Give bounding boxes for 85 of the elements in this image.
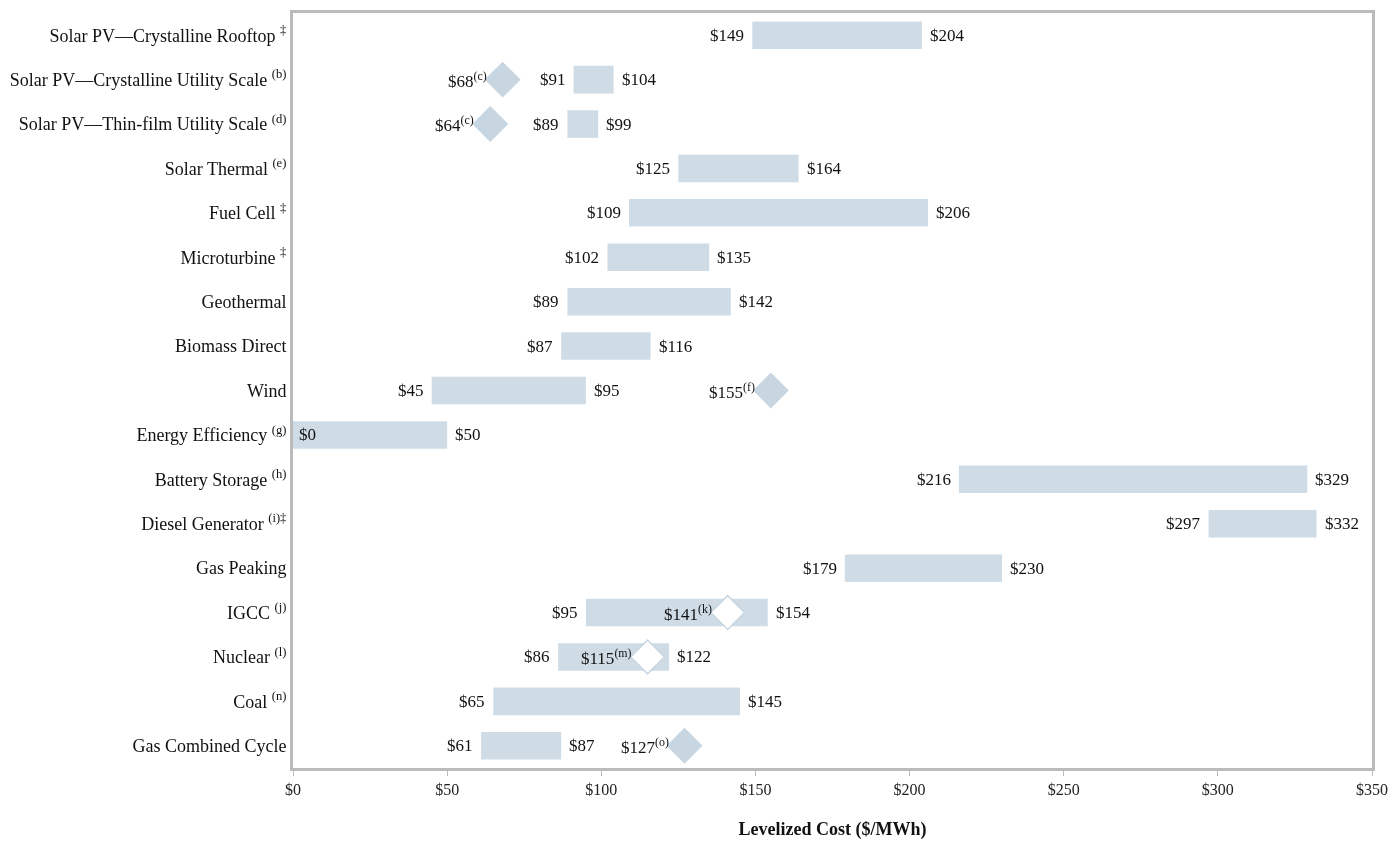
bar [567, 110, 599, 138]
annotation: $125 [636, 159, 670, 178]
annotation: $87 [569, 736, 595, 755]
annotation: $45 [398, 381, 424, 400]
y-tick-label: Gas Peaking [195, 558, 287, 579]
annotation: $99 [606, 115, 632, 134]
bar [293, 421, 448, 449]
annotation: $149 [710, 26, 744, 45]
annotation: $95 [594, 381, 620, 400]
annotation: $0 [299, 425, 316, 444]
y-tick-label: Wind [247, 380, 287, 401]
point [629, 639, 666, 675]
point [472, 106, 508, 142]
annotation: $115$^{(m)}$ [581, 646, 632, 669]
annotation: $91 [540, 70, 566, 89]
x-tick-label: $150 [739, 781, 772, 799]
bar [607, 243, 710, 272]
annotation: $68$^{(c)}$ [448, 69, 487, 92]
annotation: $122 [677, 647, 711, 666]
bar [431, 376, 586, 405]
y-tick-label: Energy Efficiency $^{(g)}$ [136, 422, 287, 446]
x-tick-label: $50 [435, 781, 460, 799]
y-tick-label: Gas Combined Cycle [132, 736, 287, 757]
bar [561, 332, 651, 360]
annotation: $179 [803, 559, 837, 578]
annotation: $109 [587, 203, 621, 222]
annotation: $95 [552, 603, 578, 622]
y-tick-label: Diesel Generator $^{(i)‡}$ [141, 511, 287, 535]
bar [752, 21, 922, 49]
annotation: $154 [776, 603, 811, 622]
annotation: $61 [447, 736, 473, 755]
x-tick-label: $0 [285, 781, 301, 799]
annotation: $135 [717, 248, 751, 267]
bar [493, 687, 741, 716]
x-tick-label: $100 [585, 781, 618, 799]
y-tick-label: IGCC $^{(j)}$ [226, 600, 287, 623]
y-tick-label: Battery Storage $^{(h)}$ [154, 467, 287, 490]
annotation: $230 [1010, 559, 1044, 578]
y-tick-label: Nuclear $^{(l)}$ [213, 644, 287, 668]
y-tick-label: Geothermal [201, 291, 287, 312]
annotation: $145 [748, 692, 782, 711]
y-tick-label: Solar PV—Crystalline Utility Scale $^{(b)}$ [9, 67, 287, 90]
point [710, 594, 746, 631]
annotation: $102 [565, 248, 599, 267]
bar [958, 465, 1308, 494]
bar [573, 65, 614, 94]
annotation: $142 [739, 292, 773, 311]
bar [567, 287, 731, 316]
annotation: $206 [936, 203, 970, 222]
x-tick-label: $200 [893, 781, 926, 799]
annotation: $65 [459, 692, 485, 711]
bar [1208, 509, 1317, 538]
y-tick-label: Solar PV—Thin-film Utility Scale $^{(d)}$ [18, 111, 287, 135]
y-tick-label: Solar PV—Crystalline Rooftop $^{‡}$ [49, 22, 287, 46]
bar [678, 154, 799, 183]
point [753, 372, 789, 409]
annotation: $141$^{(k)}$ [664, 602, 712, 625]
x-axis-title: Levelized Cost ($/MWh) [738, 819, 927, 841]
y-tick-label: Coal $^{(n)}$ [233, 689, 287, 712]
annotation: $64$^{(c)}$ [435, 113, 474, 136]
y-tick-label: Biomass Direct [174, 336, 287, 357]
annotation: $86 [524, 647, 550, 666]
bar [481, 732, 562, 760]
y-tick-label: Fuel Cell $^{‡}$ [209, 200, 287, 224]
bar [844, 554, 1003, 582]
y-tick-label: Microturbine $^{‡}$ [180, 245, 287, 268]
annotation: $89 [533, 292, 559, 311]
annotation: $155$^{(f)}$ [709, 380, 755, 403]
annotation: $116 [659, 337, 693, 356]
annotation: $204 [930, 26, 965, 45]
annotation: $329 [1315, 470, 1349, 489]
bar [629, 199, 929, 227]
y-tick-label: Solar Thermal $^{(e)}$ [164, 156, 287, 179]
annotation: $87 [527, 337, 553, 356]
annotation: $104 [622, 70, 657, 89]
annotation: $216 [917, 470, 951, 489]
annotation: $127$^{(o)}$ [621, 735, 669, 758]
x-tick-label: $250 [1047, 781, 1080, 799]
x-tick-label: $350 [1356, 781, 1388, 799]
annotation: $164 [807, 159, 842, 178]
annotation: $89 [533, 115, 559, 134]
annotation: $50 [455, 425, 481, 444]
x-tick-label: $300 [1201, 781, 1234, 799]
annotation: $297 [1166, 514, 1201, 533]
annotation: $332 [1325, 514, 1359, 533]
